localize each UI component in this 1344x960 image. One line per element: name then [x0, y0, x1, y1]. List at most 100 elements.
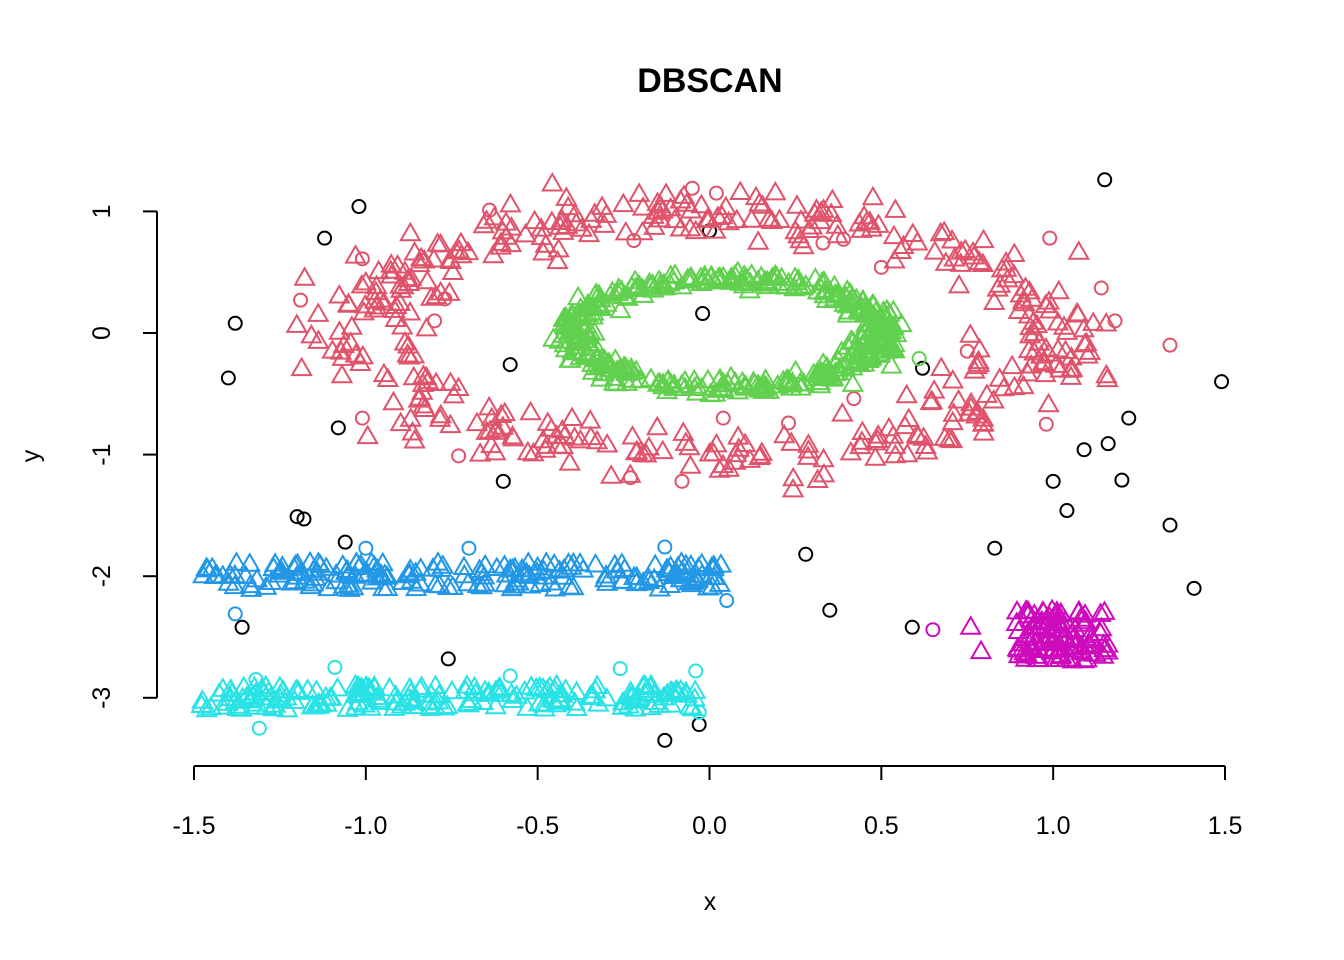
core-point-marker: [548, 690, 572, 710]
core-point-marker: [380, 253, 403, 273]
border-point-marker: [296, 511, 312, 527]
core-point-marker: [384, 684, 407, 704]
core-point-marker: [190, 693, 213, 713]
y-axis: -3 -2 -1 0 1: [88, 204, 158, 709]
core-point-marker: [429, 403, 453, 424]
core-point-marker: [782, 466, 805, 487]
core-point-marker: [314, 556, 338, 576]
core-point-marker: [651, 275, 674, 296]
border-point-marker: [220, 370, 236, 386]
chart-title: DBSCAN: [637, 62, 782, 100]
core-point-marker: [642, 567, 666, 588]
core-point-marker: [566, 285, 590, 306]
core-point-marker: [644, 690, 667, 710]
core-point-marker: [806, 468, 829, 488]
core-point-marker: [594, 564, 618, 584]
core-point-marker: [501, 688, 524, 709]
core-point-marker: [595, 292, 618, 312]
core-point-marker: [602, 371, 626, 391]
core-point-marker: [615, 371, 639, 391]
core-point-marker: [402, 689, 426, 710]
core-point-marker: [859, 311, 883, 332]
core-point-marker: [470, 561, 494, 581]
core-point-marker: [622, 565, 646, 586]
core-point-marker: [641, 273, 664, 293]
core-point-marker: [877, 416, 901, 437]
core-point-marker: [442, 383, 466, 404]
border-point-marker: [1214, 374, 1230, 390]
core-point-marker: [621, 425, 644, 445]
border-point-marker: [1097, 172, 1113, 188]
core-point-marker: [439, 413, 462, 434]
x-tick-label: -1.5: [172, 812, 215, 840]
core-point-marker: [624, 359, 648, 379]
core-point-marker: [726, 379, 750, 400]
core-point-marker: [401, 694, 425, 715]
core-point-marker: [1037, 290, 1061, 310]
core-point-marker: [965, 403, 988, 424]
border-point-marker: [925, 622, 941, 638]
core-point-marker: [1007, 637, 1030, 658]
core-point-marker: [523, 209, 546, 230]
core-point-marker: [331, 346, 354, 366]
core-point-marker: [1005, 599, 1029, 620]
core-point-marker: [1073, 612, 1097, 632]
core-point-marker: [569, 345, 592, 366]
core-point-marker: [651, 439, 674, 460]
core-point-marker: [195, 697, 218, 718]
core-point-marker: [696, 575, 720, 596]
core-point-marker: [639, 274, 662, 294]
core-point-marker: [683, 368, 706, 389]
border-point-marker: [482, 202, 498, 218]
core-point-marker: [552, 557, 576, 578]
core-point-marker: [328, 320, 351, 340]
core-point-marker: [619, 356, 643, 377]
core-point-marker: [401, 420, 424, 441]
core-point-marker: [207, 682, 231, 702]
core-point-marker: [499, 192, 522, 213]
y-tick-label: -2: [88, 565, 116, 587]
core-point-marker: [302, 571, 325, 592]
core-point-marker: [403, 428, 426, 449]
core-point-marker: [1081, 311, 1105, 331]
core-point-marker: [584, 355, 607, 376]
core-point-marker: [972, 421, 995, 441]
core-point-marker: [705, 432, 728, 453]
core-point-marker: [938, 427, 961, 448]
border-point-marker: [358, 540, 374, 556]
core-point-marker: [661, 680, 685, 701]
core-point-marker: [579, 409, 602, 429]
core-point-marker: [408, 678, 432, 698]
core-point-marker: [554, 306, 578, 326]
core-point-marker: [669, 188, 692, 209]
core-point-marker: [426, 232, 449, 252]
core-point-marker: [631, 674, 655, 695]
border-point-marker: [234, 619, 250, 635]
core-point-marker: [223, 563, 247, 584]
core-point-marker: [595, 432, 619, 453]
core-point-marker: [757, 207, 780, 227]
core-point-marker: [992, 376, 1015, 397]
core-point-marker: [724, 450, 747, 470]
border-point-marker: [719, 593, 735, 609]
core-point-marker: [408, 252, 431, 273]
core-point-marker: [599, 464, 623, 484]
core-point-marker: [384, 690, 407, 711]
core-point-marker: [708, 572, 732, 592]
core-point-marker: [916, 440, 939, 460]
core-point-marker: [972, 228, 995, 249]
border-point-marker: [354, 251, 370, 267]
core-point-marker: [672, 421, 695, 441]
core-point-marker: [505, 684, 528, 704]
core-point-marker: [1007, 643, 1031, 664]
core-point-marker: [412, 393, 435, 414]
core-point-marker: [484, 420, 508, 440]
core-point-marker: [286, 552, 309, 572]
core-point-marker: [1034, 362, 1057, 383]
x-tick-label: -0.5: [516, 812, 559, 840]
core-point-marker: [830, 340, 853, 360]
border-point-marker: [691, 717, 707, 733]
border-point-marker: [708, 185, 724, 201]
core-point-marker: [972, 411, 995, 432]
core-point-marker: [831, 402, 854, 422]
